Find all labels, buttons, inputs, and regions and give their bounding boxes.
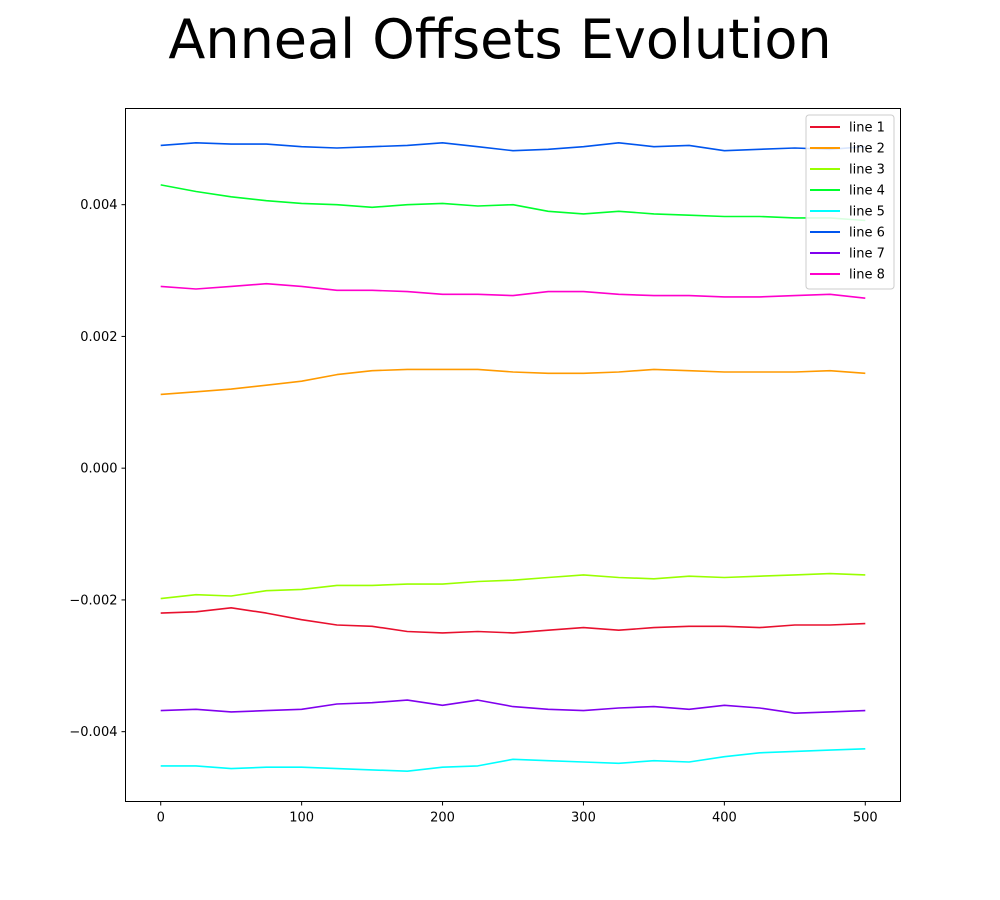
y-tick-label: −0.004 bbox=[69, 725, 117, 740]
x-tick-label: 0 bbox=[157, 811, 165, 826]
y-tick-label: 0.000 bbox=[80, 462, 117, 477]
legend-label: line 3 bbox=[849, 163, 885, 178]
series-line-7 bbox=[160, 699, 866, 715]
x-tick-label: 300 bbox=[571, 811, 596, 826]
x-tick-label: 500 bbox=[853, 811, 878, 826]
legend-label: line 4 bbox=[849, 184, 885, 199]
legend-label: line 7 bbox=[849, 247, 885, 262]
series-line-2 bbox=[160, 368, 866, 396]
y-tick-label: 0.002 bbox=[80, 330, 117, 345]
chart-title: Anneal Offsets Evolution bbox=[168, 8, 832, 71]
series-line-3 bbox=[160, 572, 866, 600]
x-tick-label: 100 bbox=[289, 811, 314, 826]
legend-label: line 8 bbox=[849, 268, 885, 283]
series-line-5 bbox=[160, 748, 866, 773]
x-tick-label: 200 bbox=[430, 811, 455, 826]
legend-label: line 5 bbox=[849, 205, 885, 220]
legend: line 1 line 2 line 3 line 4 line 5 line 6 line… bbox=[805, 114, 895, 290]
series-line-4 bbox=[160, 184, 866, 222]
series-line-8 bbox=[160, 282, 866, 299]
x-tick-label: 400 bbox=[712, 811, 737, 826]
legend-label: line 6 bbox=[849, 226, 885, 241]
legend-label: line 1 bbox=[849, 121, 885, 136]
y-tick-label: 0.004 bbox=[80, 198, 117, 213]
legend-box bbox=[805, 114, 895, 290]
y-axis: −0.004 −0.002 0.000 0.002 0.004 bbox=[69, 198, 126, 740]
series-line-6 bbox=[160, 142, 866, 152]
y-tick-label: −0.002 bbox=[69, 593, 117, 608]
legend-label: line 2 bbox=[849, 142, 885, 157]
plot-lines bbox=[160, 142, 866, 773]
series-line-1 bbox=[160, 606, 866, 634]
plot-frame bbox=[125, 108, 901, 802]
x-axis: 0 100 200 300 400 500 bbox=[157, 801, 878, 826]
